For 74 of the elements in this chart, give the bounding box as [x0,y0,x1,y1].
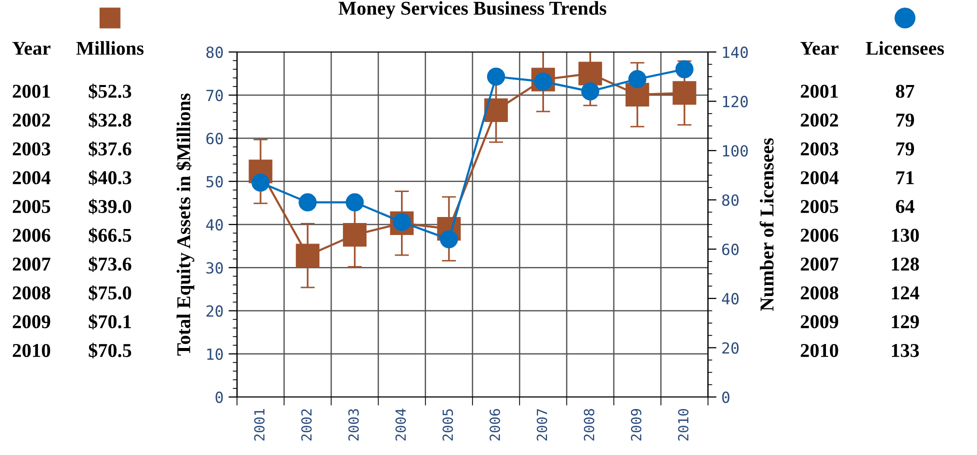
text: Year [12,42,50,55]
category-label: 2004 [800,171,839,184]
text: 64 [896,200,914,214]
text: $40.3 [88,170,132,186]
text: 87 [896,84,914,98]
category-label: 2008 [12,286,50,300]
category-label: 2007 [12,258,50,271]
text: 129 [892,315,919,328]
category-label: 2004 [12,171,51,184]
text: $37.6 [88,141,132,157]
y2-tick-label: 140 [723,46,748,58]
y2-tick-label: 60 [722,244,739,256]
category-label: 2002 [12,114,50,127]
category-label: 2001 [800,84,838,98]
y-axis-title: Total Equity Assets in $Millions [176,94,194,356]
text: 79 [896,142,914,156]
x-tick-label: 2010 [678,409,689,441]
chart-title: Money Services Business Trends [338,1,606,19]
y2-tick-label: 0 [722,392,730,404]
category-label: 2010 [12,344,50,358]
legend-label: Millions [76,41,144,55]
text: $75.0 [88,285,132,301]
x-tick-label: 2007 [536,409,548,441]
x-tick-label: 2002 [301,409,312,441]
y-tick-label: 80 [206,46,223,58]
y-tick-label: 10 [207,348,223,360]
x-tick-label: 2004 [395,408,406,441]
text: $70.1 [88,314,131,330]
y2-axis-title: Number of Licensees [760,138,774,311]
category-label: 2006 [12,228,50,242]
y-tick-label: 20 [206,305,223,317]
category-label: 2009 [12,315,50,328]
y2-tick-label: 20 [722,342,739,354]
category-label: 2009 [800,315,838,328]
y2-tick-label: 100 [723,145,748,157]
y-tick-label: 0 [216,392,223,404]
category-label: 2002 [800,114,838,127]
y2-tick-label: 40 [722,292,739,304]
text: 133 [892,344,919,358]
text: $66.5 [88,228,132,244]
x-tick-label: 2003 [348,409,359,441]
y2-tick-label: 80 [722,194,739,206]
text: 124 [892,286,920,300]
y-tick-label: 40 [206,219,223,231]
text: Year [800,42,838,55]
x-tick-label: 2001 [254,409,265,441]
y-tick-label: 60 [206,132,223,144]
y-tick-label: 30 [206,262,223,274]
x-tick-label: 2006 [490,409,500,441]
category-label: 2010 [800,344,838,358]
category-label: 2005 [800,200,838,214]
y-tick-label: 70 [206,90,223,102]
category-label: 2005 [12,200,50,214]
category-label: 2006 [800,228,838,242]
x-tick-label: 2008 [584,409,594,441]
text: 128 [892,258,919,271]
x-tick-label: 2005 [442,409,454,441]
category-label: 2008 [800,286,838,300]
x-tick-label: 2009 [630,409,642,441]
category-label: 2003 [12,142,50,156]
legend-label: Licensees [866,41,944,55]
text: $39.0 [88,198,132,214]
text: 71 [896,171,914,184]
text: $52.3 [88,84,132,100]
category-label: 2003 [800,142,838,156]
y-tick-label: 50 [206,176,223,188]
text: 79 [896,114,914,127]
text: 130 [892,228,919,242]
text: $70.5 [88,342,132,358]
category-label: 2001 [12,84,50,98]
text: $73.6 [88,256,132,272]
y2-tick-label: 120 [723,96,748,108]
text: $32.8 [88,112,132,128]
category-label: 2007 [800,258,838,271]
